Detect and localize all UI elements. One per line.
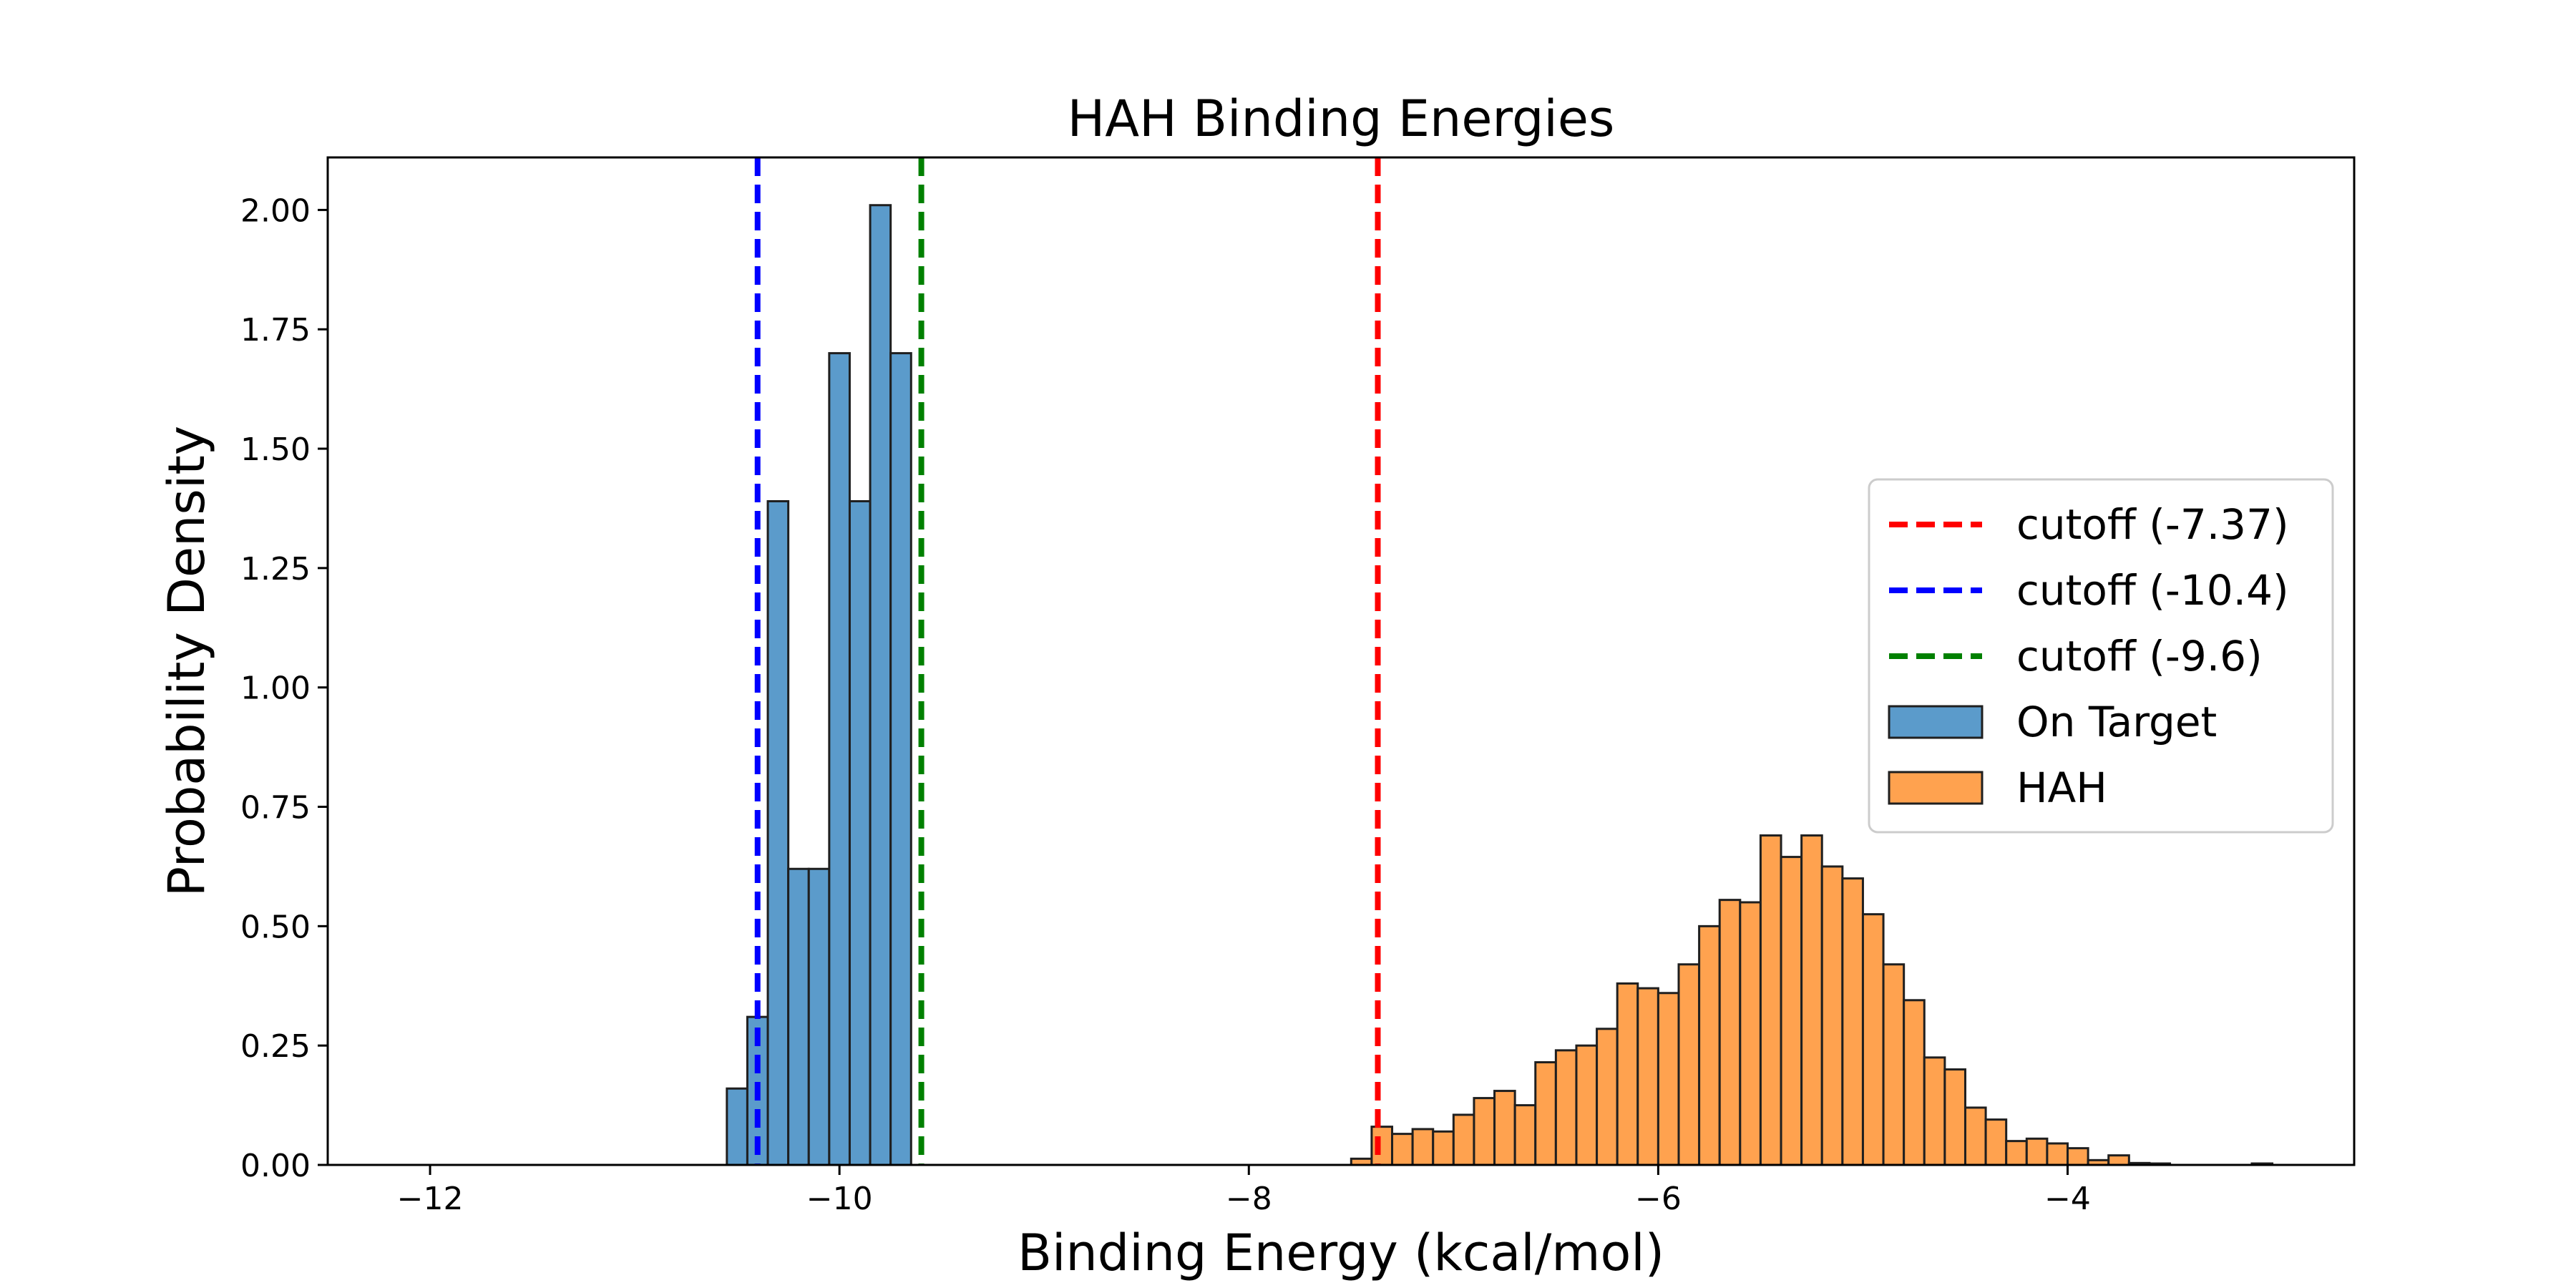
bar-hah-20 [1759, 834, 1782, 1166]
bar-hah-11 [1575, 1044, 1599, 1166]
y-tick-label-8: 2.00 [240, 192, 311, 229]
y-tick-label-7: 1.75 [240, 312, 311, 348]
bar-hah-9 [1534, 1061, 1557, 1166]
bar-hah-33 [2025, 1137, 2049, 1166]
bar-hah-14 [1636, 987, 1659, 1166]
legend-frame [1868, 478, 2334, 834]
bar-hah-37 [2107, 1154, 2130, 1166]
bar-on-target-6 [848, 499, 872, 1166]
bar-on-target-7 [869, 204, 892, 1166]
x-tick-label-2: −8 [1226, 1181, 1272, 1217]
y-axis-ticks: 0.00 0.25 0.50 0.75 1.00 1.25 1.50 1.75 2.00 [240, 192, 328, 1184]
legend-label-1: cutoff (-10.4) [2016, 566, 2289, 615]
bars-layer [430, 204, 2274, 1166]
y-tick-label-5: 1.25 [240, 551, 311, 587]
bar-hah-25 [1861, 913, 1885, 1166]
bar-hah-24 [1841, 877, 1864, 1166]
bar-hah-19 [1739, 901, 1762, 1166]
y-tick-label-6: 1.50 [240, 431, 311, 468]
bar-hah-7 [1493, 1090, 1516, 1166]
bar-hah-18 [1718, 899, 1742, 1166]
bar-hah-8 [1513, 1104, 1537, 1166]
bar-hah-26 [1882, 963, 1906, 1166]
legend-label-0: cutoff (-7.37) [2016, 500, 2289, 549]
legend-swatch-3 [1888, 705, 1984, 739]
bar-hah-13 [1616, 982, 1639, 1166]
bar-on-target-0 [726, 1087, 748, 1166]
bar-on-target-5 [828, 352, 851, 1166]
bar-hah-32 [2005, 1140, 2028, 1166]
x-tick-label-4: −4 [2044, 1181, 2091, 1217]
bar-hah-34 [2046, 1142, 2069, 1166]
y-axis-label: Probability Density [157, 426, 216, 897]
bar-hah-17 [1698, 924, 1721, 1166]
bar-on-target-8 [889, 352, 912, 1166]
bar-on-target-2 [766, 499, 790, 1166]
bar-hah-5 [1452, 1113, 1475, 1166]
bar-hah-1 [1370, 1126, 1394, 1166]
cutoff-lines-layer [754, 157, 1381, 1165]
x-tick-label-3: −6 [1635, 1181, 1682, 1217]
legend-label-3: On Target [2016, 698, 2217, 746]
plot-frame [326, 156, 2356, 1166]
bar-hah-21 [1780, 856, 1803, 1166]
bar-hah-15 [1657, 992, 1680, 1166]
legend: cutoff (-7.37) cutoff (-10.4) cutoff (-9.6… [1868, 478, 2334, 834]
y-tick-label-0: 0.00 [240, 1148, 311, 1184]
bar-hah-35 [2067, 1147, 2089, 1166]
y-tick-label-4: 1.00 [240, 670, 311, 707]
y-tick-label-3: 0.75 [240, 790, 311, 826]
bar-hah-2 [1391, 1133, 1414, 1166]
legend-label-2: cutoff (-9.6) [2016, 632, 2263, 680]
bar-hah-6 [1473, 1097, 1496, 1166]
bar-hah-31 [1984, 1118, 2008, 1166]
chart-title: HAH Binding Energies [1068, 89, 1615, 148]
y-tick-label-1: 0.25 [240, 1028, 311, 1065]
bar-hah-4 [1432, 1130, 1455, 1166]
bar-hah-23 [1820, 865, 1844, 1166]
bar-hah-10 [1554, 1049, 1578, 1166]
legend-swatch-4 [1888, 771, 1984, 805]
bar-hah-3 [1411, 1128, 1435, 1166]
x-tick-label-0: −12 [397, 1181, 464, 1217]
bar-on-target-4 [807, 867, 831, 1166]
x-axis-ticks: −12 −10 −8 −6 −4 [397, 1165, 2091, 1217]
x-axis-label: Binding Energy (kcal/mol) [1018, 1224, 1664, 1282]
bar-hah-29 [1943, 1068, 1966, 1166]
bar-hah-30 [1963, 1106, 1987, 1166]
x-tick-label-1: −10 [806, 1181, 873, 1217]
bar-hah-28 [1923, 1056, 1946, 1166]
bar-hah-16 [1677, 963, 1701, 1166]
bar-hah-22 [1800, 834, 1823, 1166]
legend-label-4: HAH [2016, 763, 2107, 812]
bar-hah-27 [1903, 999, 1926, 1166]
bar-hah-12 [1596, 1028, 1619, 1166]
bar-on-target-3 [787, 867, 810, 1166]
y-tick-label-2: 0.50 [240, 909, 311, 945]
